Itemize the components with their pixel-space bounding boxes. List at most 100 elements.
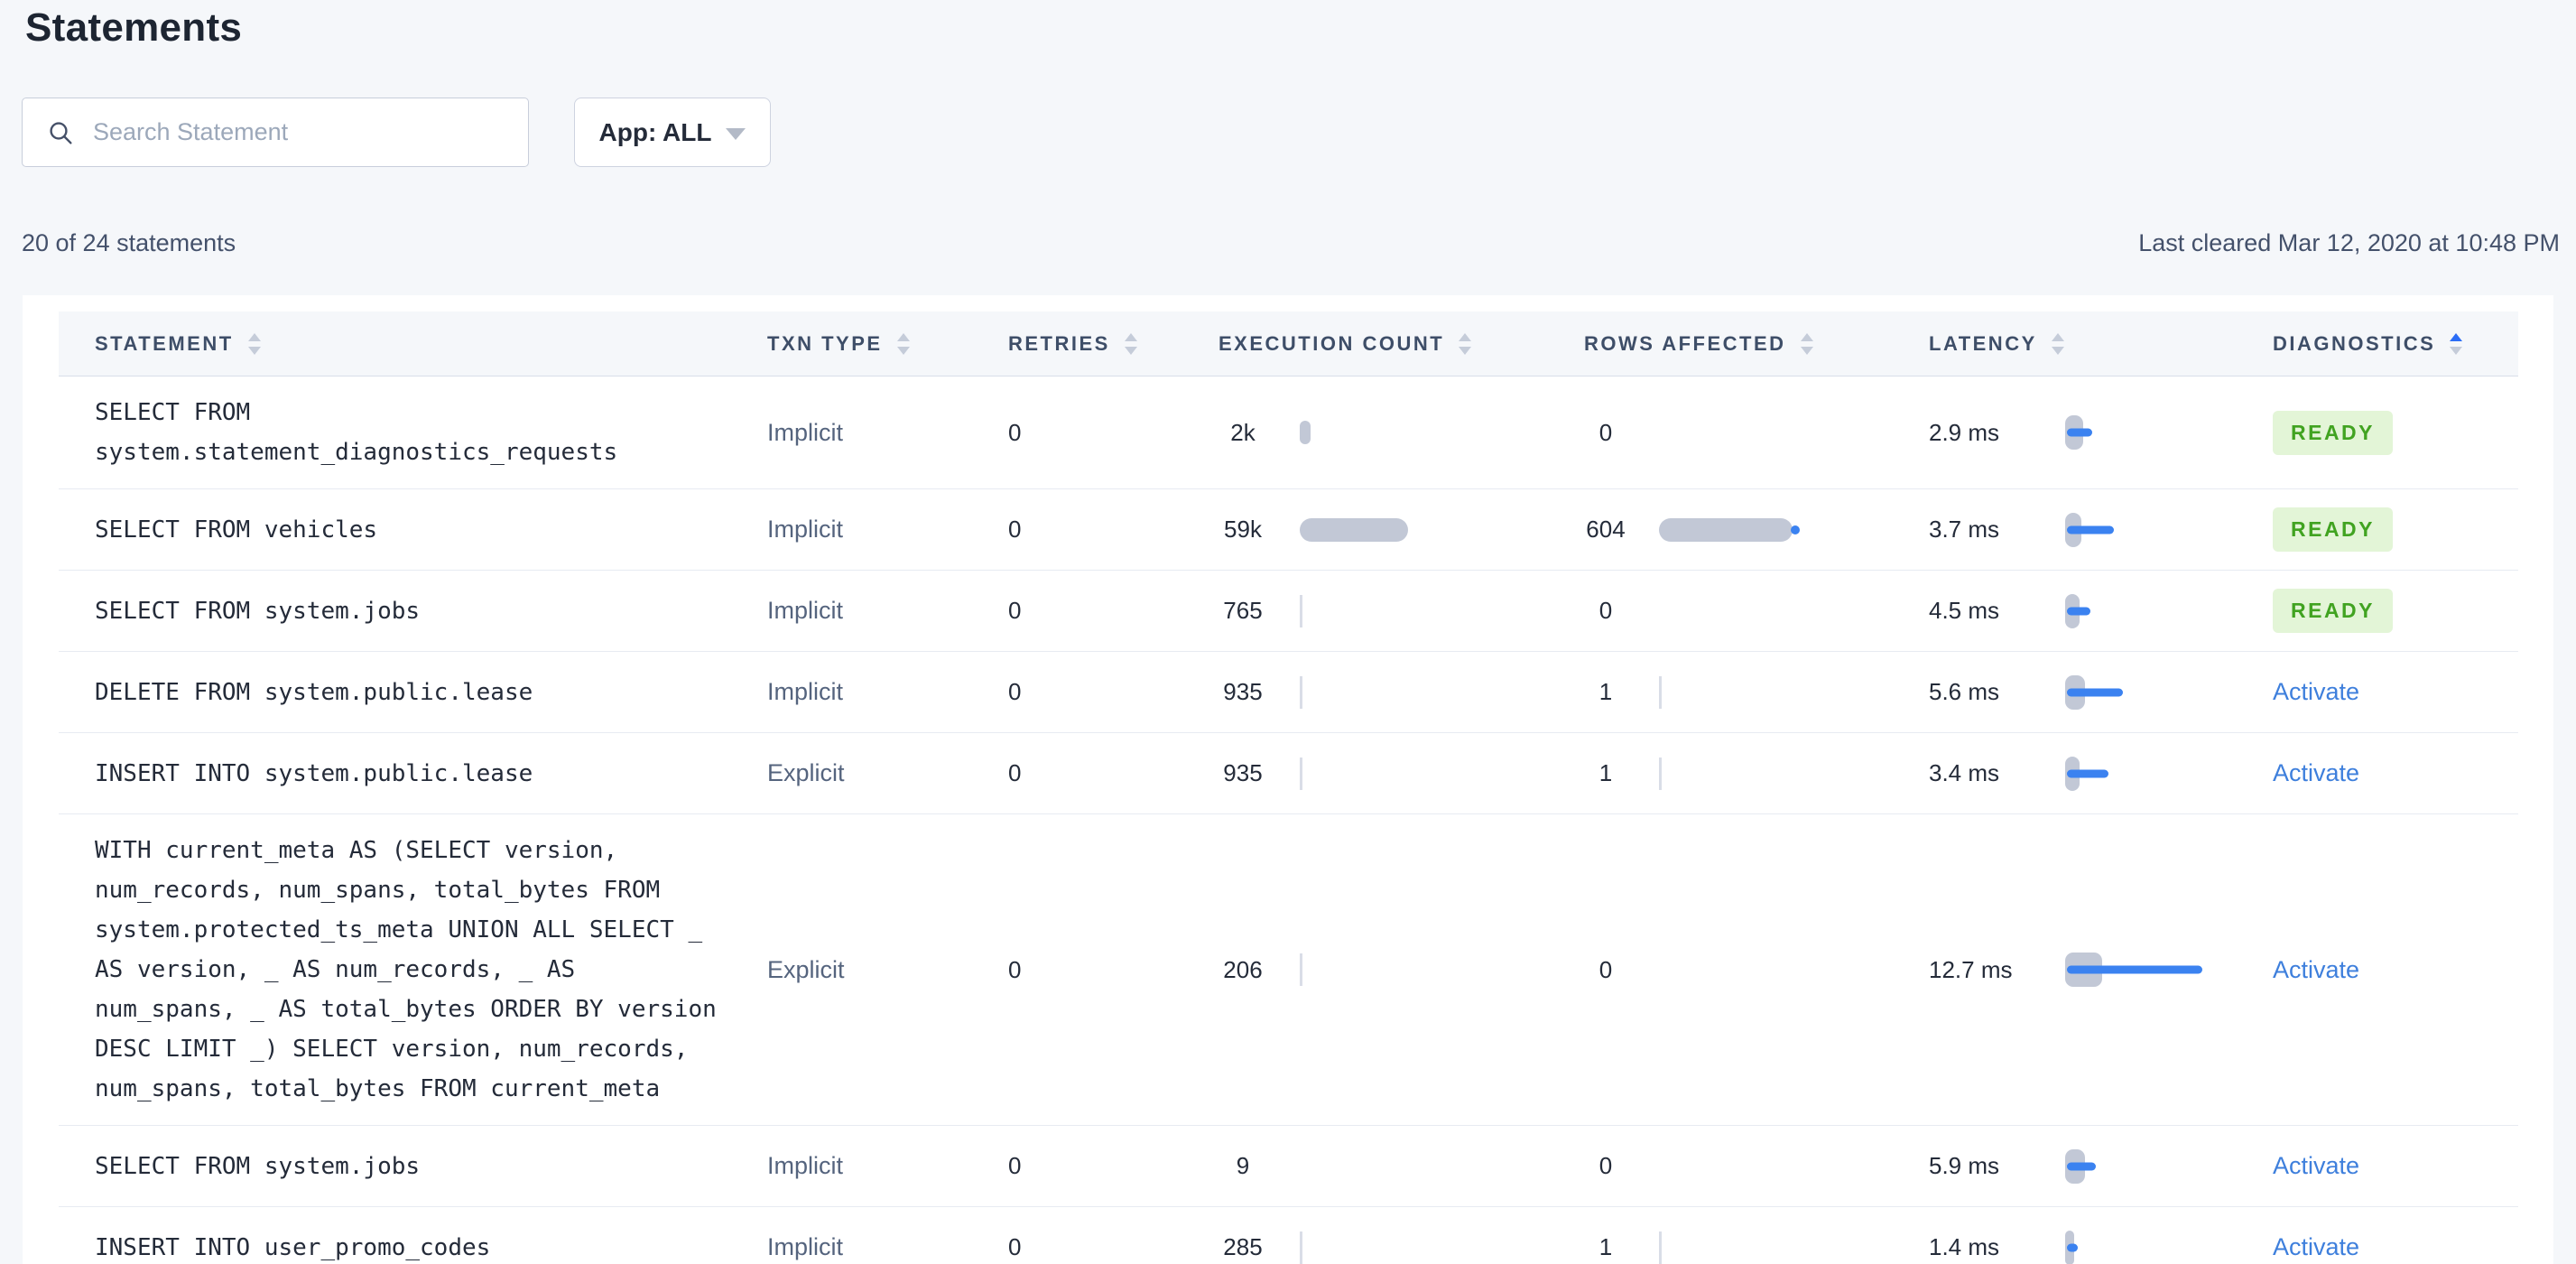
rows-affected-bar — [1659, 672, 1867, 713]
statement-link[interactable]: INSERT INTO user_promo_codes — [95, 1233, 491, 1261]
activate-diagnostics-link[interactable]: Activate — [2273, 759, 2360, 786]
latency-value: 5.9 ms — [1929, 1152, 2000, 1179]
rows-affected-value: 0 — [1598, 597, 1613, 624]
retries-value: 0 — [1008, 1233, 1022, 1260]
txn-type-value: Implicit — [767, 1233, 844, 1260]
column-header-latency[interactable]: LATENCY — [1929, 332, 2273, 356]
rows-affected-value: 1 — [1598, 678, 1613, 705]
chevron-down-icon — [726, 128, 746, 140]
latency-bar — [2065, 590, 2264, 633]
statement-link[interactable]: SELECT FROM vehicles — [95, 516, 378, 544]
app-filter-dropdown[interactable]: App: ALL — [574, 98, 771, 167]
execution-count-value: 9 — [1236, 1152, 1250, 1179]
sort-icon[interactable] — [247, 332, 261, 355]
column-header-rows-affected[interactable]: ROWS AFFECTED — [1584, 332, 1929, 356]
column-header-execution-count[interactable]: EXECUTION COUNT — [1219, 332, 1584, 356]
retries-value: 0 — [1008, 516, 1022, 543]
statement-link[interactable]: SELECT FROM system.jobs — [95, 1152, 421, 1180]
latency-value: 1.4 ms — [1929, 1233, 2000, 1260]
app-filter-label: App: ALL — [598, 117, 712, 146]
execution-count-bar — [1300, 590, 1516, 632]
table-header-row: STATEMENT TXN TYPE RETRIES EXECUTION COU… — [59, 311, 2518, 376]
table-row: DELETE FROM system.public.lease Implicit… — [59, 652, 2518, 733]
retries-value: 0 — [1008, 759, 1022, 786]
txn-type-value: Explicit — [767, 759, 845, 786]
search-input[interactable] — [93, 118, 490, 146]
statement-link[interactable]: SELECT FROM system.statement_diagnostics… — [95, 399, 618, 466]
diagnostics-ready-badge: READY — [2273, 507, 2394, 552]
sort-icon[interactable] — [2051, 332, 2064, 355]
rows-affected-value: 0 — [1598, 955, 1613, 983]
sort-icon[interactable] — [2450, 332, 2463, 355]
execution-count-value: 765 — [1223, 597, 1263, 624]
search-icon — [50, 121, 72, 144]
execution-count-bar — [1300, 753, 1516, 795]
column-header-txn-type[interactable]: TXN TYPE — [767, 332, 1008, 356]
txn-type-value: Explicit — [767, 955, 845, 983]
latency-value: 12.7 ms — [1929, 955, 2013, 983]
latency-value: 2.9 ms — [1929, 418, 2000, 446]
table-row: SELECT FROM system.jobs Implicit 0 765 0… — [59, 571, 2518, 652]
latency-bar — [2065, 508, 2264, 552]
sort-icon[interactable] — [896, 332, 910, 355]
execution-count-value: 59k — [1224, 516, 1262, 543]
rows-affected-bar — [1659, 412, 1867, 453]
diagnostics-ready-badge: READY — [2273, 589, 2394, 633]
statement-count: 20 of 24 statements — [22, 229, 236, 256]
rows-affected-value: 1 — [1598, 1233, 1613, 1260]
rows-affected-bar — [1659, 590, 1867, 632]
statement-link[interactable]: SELECT FROM system.jobs — [95, 597, 421, 625]
txn-type-value: Implicit — [767, 516, 844, 543]
retries-value: 0 — [1008, 955, 1022, 983]
rows-affected-value: 0 — [1598, 1152, 1613, 1179]
execution-count-bar — [1300, 672, 1516, 713]
statement-link[interactable]: WITH current_meta AS (SELECT version, nu… — [95, 837, 717, 1102]
execution-count-bar — [1300, 949, 1516, 990]
table-row: SELECT FROM system.jobs Implicit 0 9 0 5… — [59, 1126, 2518, 1207]
rows-affected-bar — [1659, 509, 1867, 551]
execution-count-value: 935 — [1223, 678, 1263, 705]
latency-bar — [2065, 1145, 2264, 1188]
diagnostics-ready-badge: READY — [2273, 410, 2394, 455]
retries-value: 0 — [1008, 678, 1022, 705]
search-box[interactable] — [22, 98, 529, 167]
txn-type-value: Implicit — [767, 418, 844, 446]
latency-bar — [2065, 411, 2264, 454]
execution-count-value: 285 — [1223, 1233, 1263, 1260]
execution-count-value: 2k — [1230, 418, 1256, 446]
sort-icon[interactable] — [1800, 332, 1813, 355]
table-row: INSERT INTO system.public.lease Explicit… — [59, 733, 2518, 814]
last-cleared-text: Last cleared Mar 12, 2020 at 10:48 PM — [2138, 229, 2560, 256]
execution-count-bar — [1300, 1227, 1516, 1264]
rows-affected-value: 604 — [1586, 516, 1626, 543]
column-header-retries[interactable]: RETRIES — [1008, 332, 1219, 356]
latency-bar — [2065, 948, 2264, 991]
activate-diagnostics-link[interactable]: Activate — [2273, 1152, 2360, 1179]
table-row: INSERT INTO user_promo_codes Implicit 0 … — [59, 1207, 2518, 1264]
latency-value: 4.5 ms — [1929, 597, 2000, 624]
statement-link[interactable]: INSERT INTO system.public.lease — [95, 759, 533, 787]
execution-count-value: 935 — [1223, 759, 1263, 786]
statements-panel: STATEMENT TXN TYPE RETRIES EXECUTION COU… — [23, 295, 2553, 1264]
latency-bar — [2065, 1226, 2264, 1264]
txn-type-value: Implicit — [767, 1152, 844, 1179]
activate-diagnostics-link[interactable]: Activate — [2273, 678, 2360, 705]
statements-table: STATEMENT TXN TYPE RETRIES EXECUTION COU… — [59, 311, 2518, 1264]
rows-affected-bar — [1659, 949, 1867, 990]
latency-value: 5.6 ms — [1929, 678, 2000, 705]
retries-value: 0 — [1008, 418, 1022, 446]
table-row: WITH current_meta AS (SELECT version, nu… — [59, 814, 2518, 1126]
execution-count-value: 206 — [1223, 955, 1263, 983]
column-header-diagnostics[interactable]: DIAGNOSTICS — [2273, 332, 2518, 356]
retries-value: 0 — [1008, 1152, 1022, 1179]
latency-value: 3.7 ms — [1929, 516, 2000, 543]
rows-affected-bar — [1659, 753, 1867, 795]
rows-affected-value: 1 — [1598, 759, 1613, 786]
column-header-statement[interactable]: STATEMENT — [59, 332, 767, 356]
statement-link[interactable]: DELETE FROM system.public.lease — [95, 678, 533, 706]
activate-diagnostics-link[interactable]: Activate — [2273, 955, 2360, 983]
sort-icon[interactable] — [1124, 332, 1137, 355]
rows-affected-bar — [1659, 1146, 1867, 1187]
sort-icon[interactable] — [1459, 332, 1472, 355]
activate-diagnostics-link[interactable]: Activate — [2273, 1233, 2360, 1260]
